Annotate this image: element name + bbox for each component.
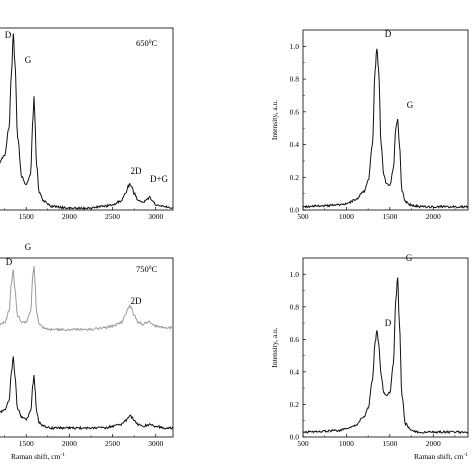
y-tick-label: 0.8 xyxy=(290,302,300,311)
temperature-label: 6500C xyxy=(136,38,158,48)
y-tick-label: 0.2 xyxy=(290,400,300,409)
peak-label-d: D xyxy=(385,318,392,328)
temperature-unit: C xyxy=(152,264,158,274)
y-tick-label: 0.8 xyxy=(290,75,300,84)
y-tick-label: 0.2 xyxy=(290,173,300,182)
x-tick-label: 1500 xyxy=(382,439,397,448)
y-axis-label: Intensity, a.u. xyxy=(270,327,279,367)
x-tick-label: 2500 xyxy=(105,212,120,221)
chart-panel-2: 1500 2000 2500 3000 Raman shift, cm-1 D G 2D 750… xyxy=(0,242,174,461)
x-tick-label: 1000 xyxy=(339,439,354,448)
y-tick-label: 0.6 xyxy=(290,335,300,344)
x-axis-label-text: Raman shift, cm xyxy=(11,452,61,461)
series-line-2 xyxy=(0,356,173,430)
y-tick-label: 1.0 xyxy=(290,270,300,279)
y-tick-label: 1.0 xyxy=(290,42,300,51)
peak-label-g: G xyxy=(406,253,413,263)
x-axis-label-unit-superscript: -1 xyxy=(463,452,468,458)
peak-label-2d: 2D xyxy=(131,296,143,306)
y-tick-label: 0.0 xyxy=(290,206,300,215)
x-tick-label: 500 xyxy=(297,439,309,448)
peak-label-g: G xyxy=(25,55,32,65)
series-line-1 xyxy=(303,48,468,209)
plot-frame xyxy=(0,257,174,438)
x-axis-label-unit-superscript: -1 xyxy=(60,452,65,458)
x-tick-label: 2000 xyxy=(62,439,77,448)
temperature-unit: C xyxy=(152,38,158,48)
x-tick-label: 2500 xyxy=(105,439,120,448)
x-axis-label: Raman shift, cm-1 xyxy=(414,452,468,461)
y-tick-label: 0.4 xyxy=(290,140,300,149)
x-tick-label: 2000 xyxy=(426,212,441,221)
chart-panel-1: 1500 2000 2500 3000 D G 2D D+G 6500C xyxy=(0,27,174,221)
x-tick-label: 2000 xyxy=(426,439,441,448)
y-tick-label: 0.6 xyxy=(290,107,300,116)
x-axis-label-text: Raman shift, cm xyxy=(414,452,464,461)
x-tick-label: 3000 xyxy=(148,439,163,448)
plot-frame xyxy=(302,257,469,438)
x-tick-label: 2000 xyxy=(62,212,77,221)
x-tick-label: 3000 xyxy=(148,212,163,221)
peak-label-d: D xyxy=(385,29,392,39)
chart-panel-3: 500 1000 1500 2000 0.0 0.2 0.4 0.6 0.8 1.0 Intensi… xyxy=(270,29,469,221)
series-line-1 xyxy=(303,277,468,435)
x-tick-label: 500 xyxy=(297,212,309,221)
y-tick-label: 0.4 xyxy=(290,367,300,376)
temperature-value: 650 xyxy=(136,38,149,48)
chart-panel-4: 500 1000 1500 2000 0.0 0.2 0.4 0.6 0.8 1.0 Intensi… xyxy=(270,253,469,461)
x-tick-label: 1000 xyxy=(339,212,354,221)
x-tick-label: 1500 xyxy=(19,439,34,448)
x-axis-label: Raman shift, cm-1 xyxy=(11,452,65,461)
peak-label-d: D xyxy=(5,30,12,40)
temperature-degree: 0 xyxy=(149,39,152,45)
series-line-1 xyxy=(0,33,173,210)
x-tick-label: 1500 xyxy=(382,212,397,221)
temperature-label: 7500C xyxy=(136,264,158,274)
peak-label-g: G xyxy=(25,242,32,252)
peak-label-d-plus-g: D+G xyxy=(150,174,169,184)
plot-frame xyxy=(0,27,174,211)
temperature-degree: 0 xyxy=(149,265,152,271)
y-axis-label: Intensity, a.u. xyxy=(270,100,279,140)
plot-frame xyxy=(302,29,469,211)
x-tick-label: 1500 xyxy=(19,212,34,221)
peak-label-2d: 2D xyxy=(131,166,143,176)
peak-label-d: D xyxy=(6,257,13,267)
series-line-1 xyxy=(0,265,173,332)
y-tick-label: 0.0 xyxy=(290,433,300,442)
temperature-value: 750 xyxy=(136,264,149,274)
peak-label-g: G xyxy=(407,100,414,110)
